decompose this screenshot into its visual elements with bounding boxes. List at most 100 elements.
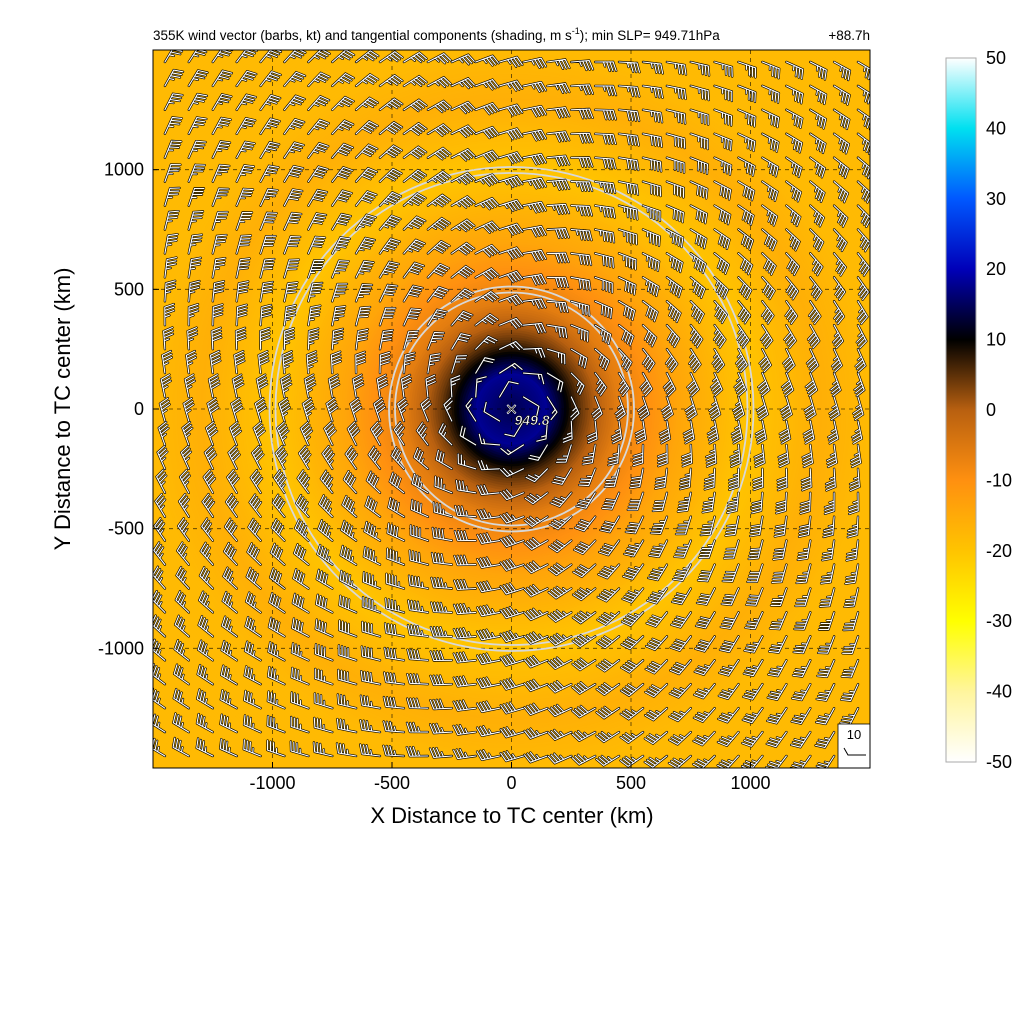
wind-barb [760,300,775,325]
wind-barb [816,659,836,678]
wind-barb [830,348,843,374]
wind-barb [777,443,790,468]
wind-barb [713,252,730,275]
wind-barb [474,290,500,303]
wind-barb [433,475,453,494]
wind-barb [361,620,382,638]
wind-barb [498,246,524,260]
wind-barb [641,156,663,173]
wind-barb [176,541,190,566]
wind-barb [450,354,468,375]
wind-barb [498,55,524,68]
wind-barb [354,167,378,183]
wind-barb [624,515,645,535]
y-tick-label: -1000 [98,638,144,658]
wind-barb [619,707,645,721]
wind-barb [296,469,311,494]
wind-barb [259,280,274,303]
wind-barb [313,692,334,710]
x-axis-ticks: -1000 -500 0 500 1000 [249,762,771,793]
wind-barb [594,252,615,269]
wind-barb [246,542,262,566]
wind-barb [761,276,776,301]
wind-barb [769,587,788,607]
wind-barb [393,421,406,447]
wind-barb [620,635,645,651]
wind-barb [681,443,693,468]
barb-reference-key: 10 [837,723,870,768]
wind-barb [315,593,334,614]
wind-barb [370,421,384,447]
wind-barb [235,234,253,255]
wind-barb [622,563,645,581]
wind-barb [832,228,848,253]
wind-barb [840,659,860,679]
wind-barb [759,324,774,349]
wind-barb [665,60,688,76]
forecast-hour-label: +88.7h [828,28,870,43]
wind-barb [790,707,812,725]
wind-barb [594,180,617,195]
wind-barb [795,563,812,585]
wind-barb [856,228,870,253]
wind-barb [278,397,291,423]
wind-barb [498,103,524,117]
wind-barb [523,655,549,669]
wind-barb [283,165,305,183]
wind-barb [741,707,764,724]
wind-barb [163,139,183,159]
wind-barb [499,558,525,572]
wind-barb [498,293,524,306]
wind-barb [610,419,623,445]
wind-barb [331,50,356,64]
wind-barb [378,329,394,351]
wind-barb [843,587,860,608]
wind-barb [596,611,621,626]
wind-barb [716,754,740,768]
wind-barb [378,307,397,327]
wind-barb [785,108,804,129]
wind-barb [856,132,870,155]
wind-barb [689,132,709,151]
wind-barb [407,599,430,614]
wind-barb [645,635,669,651]
wind-barb [359,743,382,758]
wind-barb [641,60,664,75]
wind-barb [207,373,221,399]
wind-barb [548,515,573,531]
wind-barb [430,551,453,566]
wind-barb [464,397,477,423]
wind-barb [641,108,664,124]
wind-barb [747,539,764,561]
wind-barb [695,587,716,606]
wind-barb [299,420,314,447]
wind-barb [410,498,430,518]
wind-barb [476,484,501,496]
wind-barb [591,395,604,422]
wind-barb [337,668,358,686]
wind-barb [187,69,209,88]
wind-barb [259,211,278,231]
wind-barb [235,280,250,303]
wind-barb [779,395,793,421]
wind-barb [770,563,788,584]
chart-title: 355K wind vector (barbs, kt) and tangent… [153,26,720,43]
wind-barb [283,211,303,231]
wind-barb [269,542,286,566]
wind-barb [669,659,692,676]
wind-barb [784,300,798,325]
wind-barb [692,707,716,723]
wind-barb [498,79,524,92]
wind-barb [402,145,428,160]
wind-barb [325,397,339,423]
wind-barb [426,52,452,65]
wind-barb [654,467,669,490]
wind-barb [523,631,549,645]
wind-barb [546,82,571,94]
wind-barb [522,371,545,385]
wind-barb [402,192,427,207]
wind-barb [498,127,524,141]
wind-barb [785,228,801,252]
colorbar-tick-label: 40 [986,118,1006,138]
wind-barb [475,725,501,737]
